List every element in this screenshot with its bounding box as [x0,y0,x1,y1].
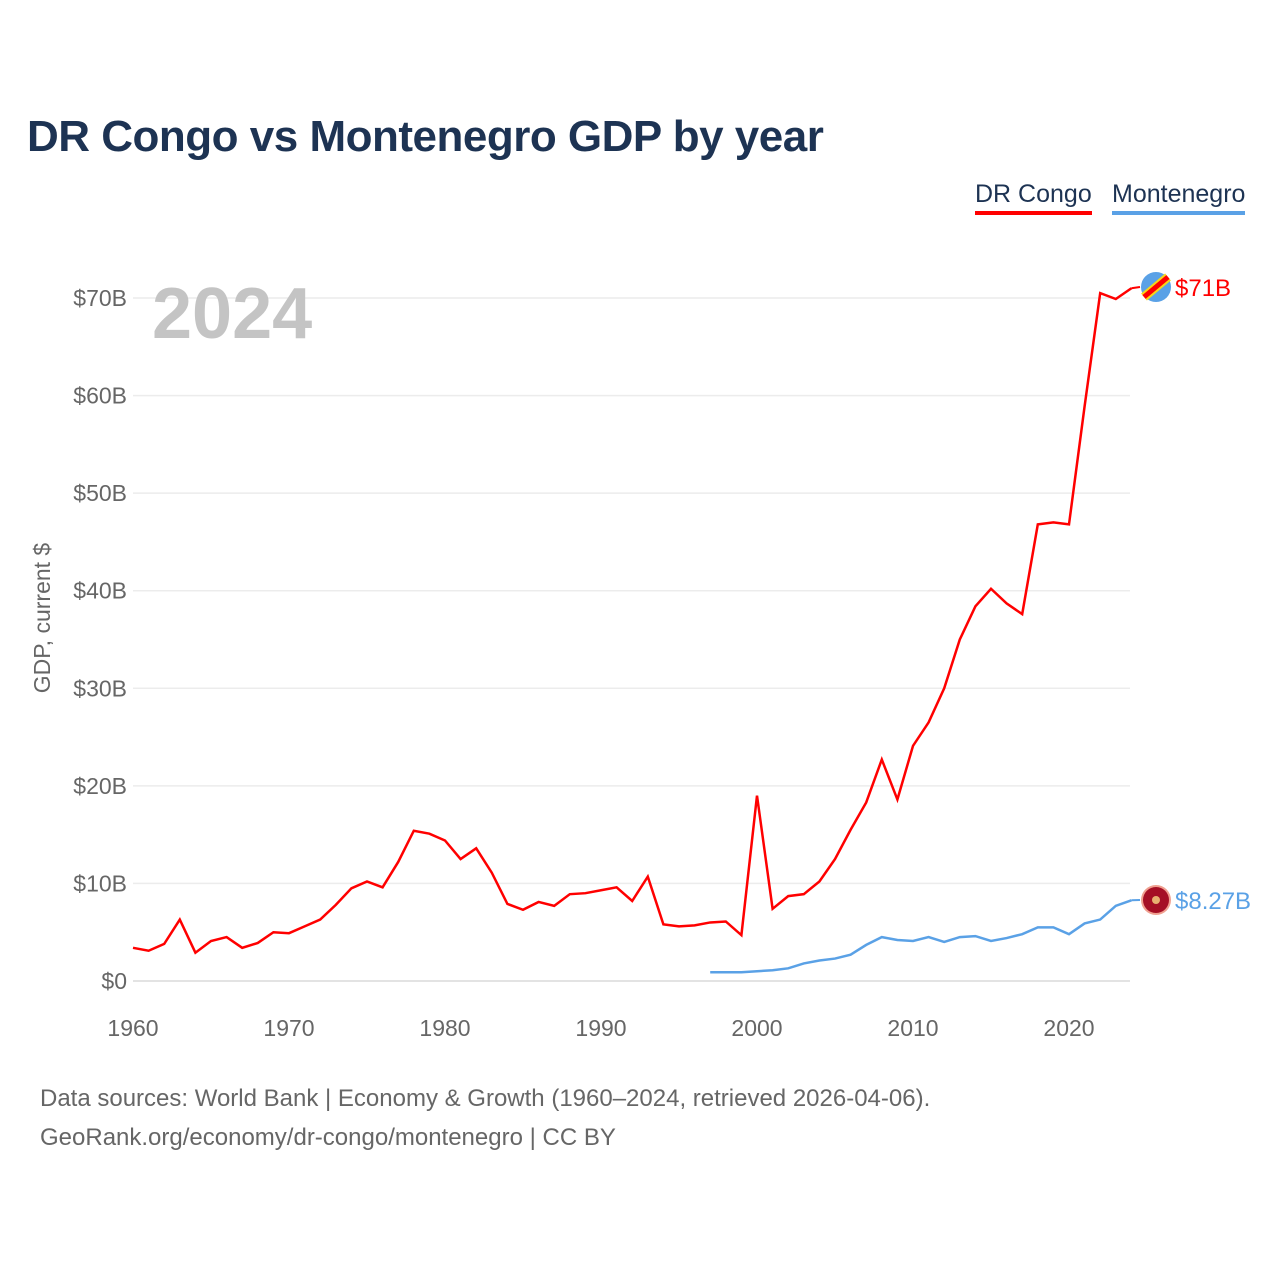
y-axis-label: GDP, current $ [29,543,55,694]
series-line-montenegro [710,899,1132,974]
x-tick-label: 1990 [575,1015,626,1041]
y-tick-label: $20B [73,773,127,799]
footer-sources: Data sources: World Bank | Economy & Gro… [40,1085,931,1112]
x-tick-label: 1960 [107,1015,158,1041]
montenegro-flag-icon [1141,885,1171,915]
year-watermark: 2024 [152,274,312,354]
series-line-dr-congo [132,287,1133,955]
y-tick-label: $70B [73,285,127,311]
label-connector [1131,286,1141,290]
x-tick-label: 1980 [419,1015,470,1041]
y-tick-label: $0 [101,968,127,994]
x-tick-label: 2020 [1043,1015,1094,1041]
end-value-label: $71B [1175,275,1231,302]
y-tick-label: $30B [73,675,127,701]
y-tick-label: $60B [73,383,127,409]
end-value-label: $8.27B [1175,888,1251,915]
x-tick-label: 2010 [887,1015,938,1041]
y-tick-label: $10B [73,870,127,896]
x-tick-label: 1970 [263,1015,314,1041]
y-tick-label: $50B [73,480,127,506]
legend-dr-congo[interactable]: DR Congo [975,180,1092,215]
chart-title: DR Congo vs Montenegro GDP by year [27,112,824,161]
dr-congo-flag-icon [1141,272,1171,302]
legend-montenegro[interactable]: Montenegro [1112,180,1246,215]
flag-emblem [1152,896,1160,904]
footer-link[interactable]: GeoRank.org/economy/dr-congo/montenegro … [40,1124,616,1151]
x-tick-label: 2000 [731,1015,782,1041]
y-tick-label: $40B [73,578,127,604]
flag-stripe [1142,275,1170,299]
